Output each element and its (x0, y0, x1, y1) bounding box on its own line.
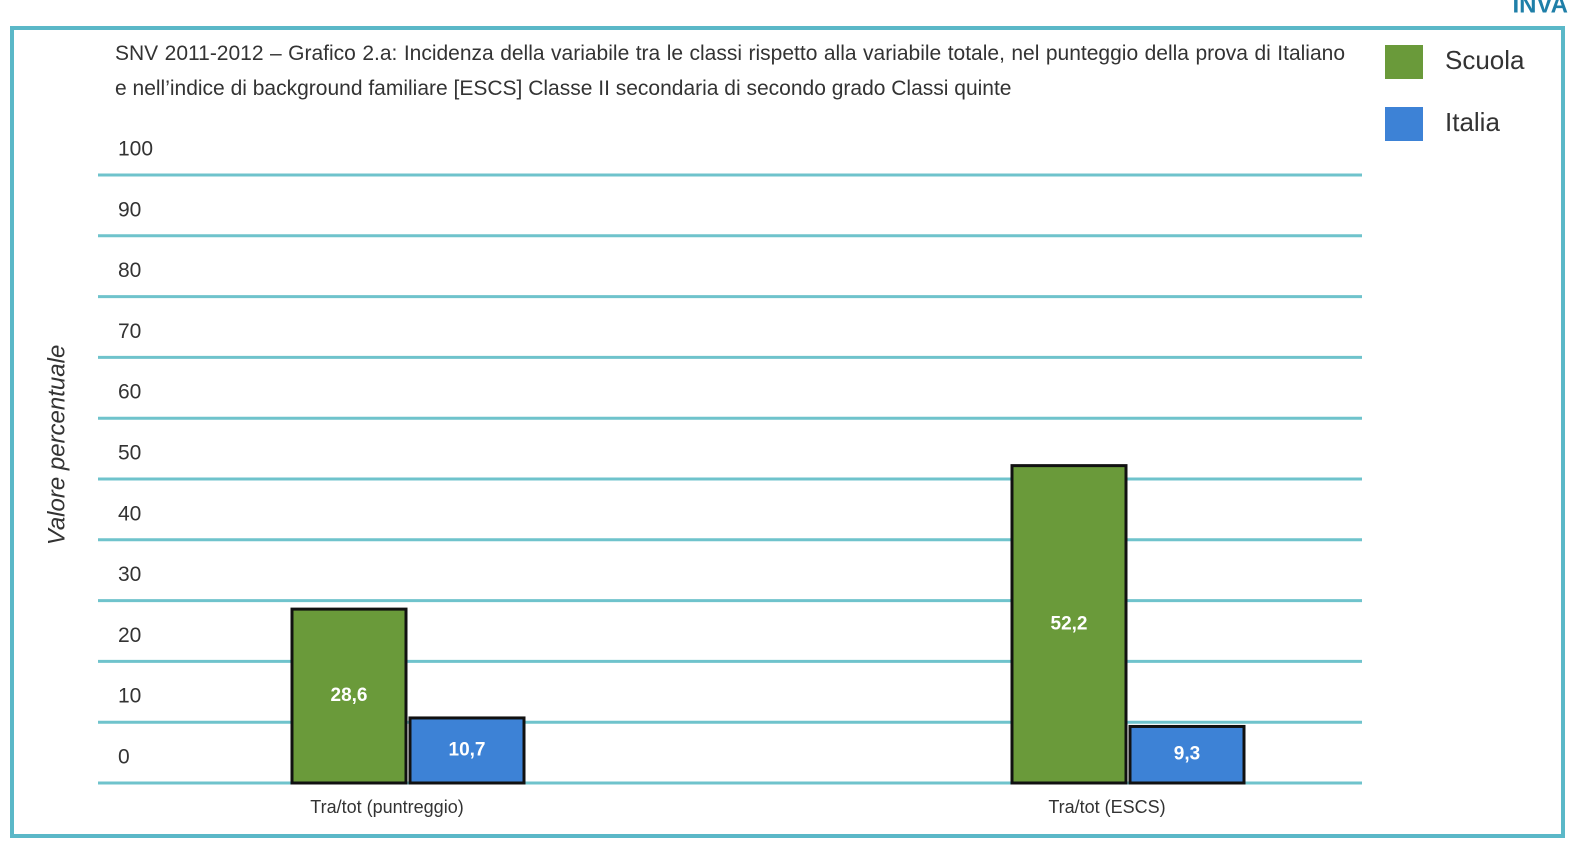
y-tick-label: 40 (118, 502, 141, 525)
y-tick-label: 50 (118, 442, 141, 465)
y-tick-label: 80 (118, 259, 141, 282)
y-tick-label: 0 (118, 746, 130, 769)
y-tick-label: 70 (118, 320, 141, 343)
y-tick-label: 60 (118, 381, 141, 404)
y-tick-label: 20 (118, 624, 141, 647)
x-tick-label: Tra/tot (ESCS) (1048, 797, 1165, 817)
bar (1128, 724, 1246, 785)
y-tick-label: 100 (118, 138, 153, 161)
bar (408, 716, 526, 785)
bar (290, 607, 408, 785)
y-tick-label: 10 (118, 685, 141, 708)
logo: INVA (1512, 0, 1568, 18)
bar (1010, 464, 1128, 785)
x-tick-label: Tra/tot (puntreggio) (310, 797, 463, 817)
title-box: SNV 2011-2012 – Grafico 2.a: Incidenza d… (115, 42, 1345, 100)
y-tick-label: 90 (118, 198, 141, 221)
legend-label: Italia (1445, 107, 1500, 137)
frame (10, 26, 1565, 838)
legend-label: Scuola (1445, 45, 1525, 75)
legend-swatch (1385, 107, 1423, 141)
y-tick-label: 30 (118, 563, 141, 586)
y-axis-label: Valore percentuale (43, 345, 70, 546)
value-label: 28,6 (331, 685, 368, 706)
chart-title: SNV 2011-2012 – Grafico 2.a: Incidenza d… (115, 42, 1345, 100)
value-label: 52,2 (1051, 613, 1088, 634)
value-label: 10,7 (449, 739, 486, 760)
value-label: 9,3 (1174, 744, 1200, 765)
legend-swatch (1385, 45, 1423, 79)
